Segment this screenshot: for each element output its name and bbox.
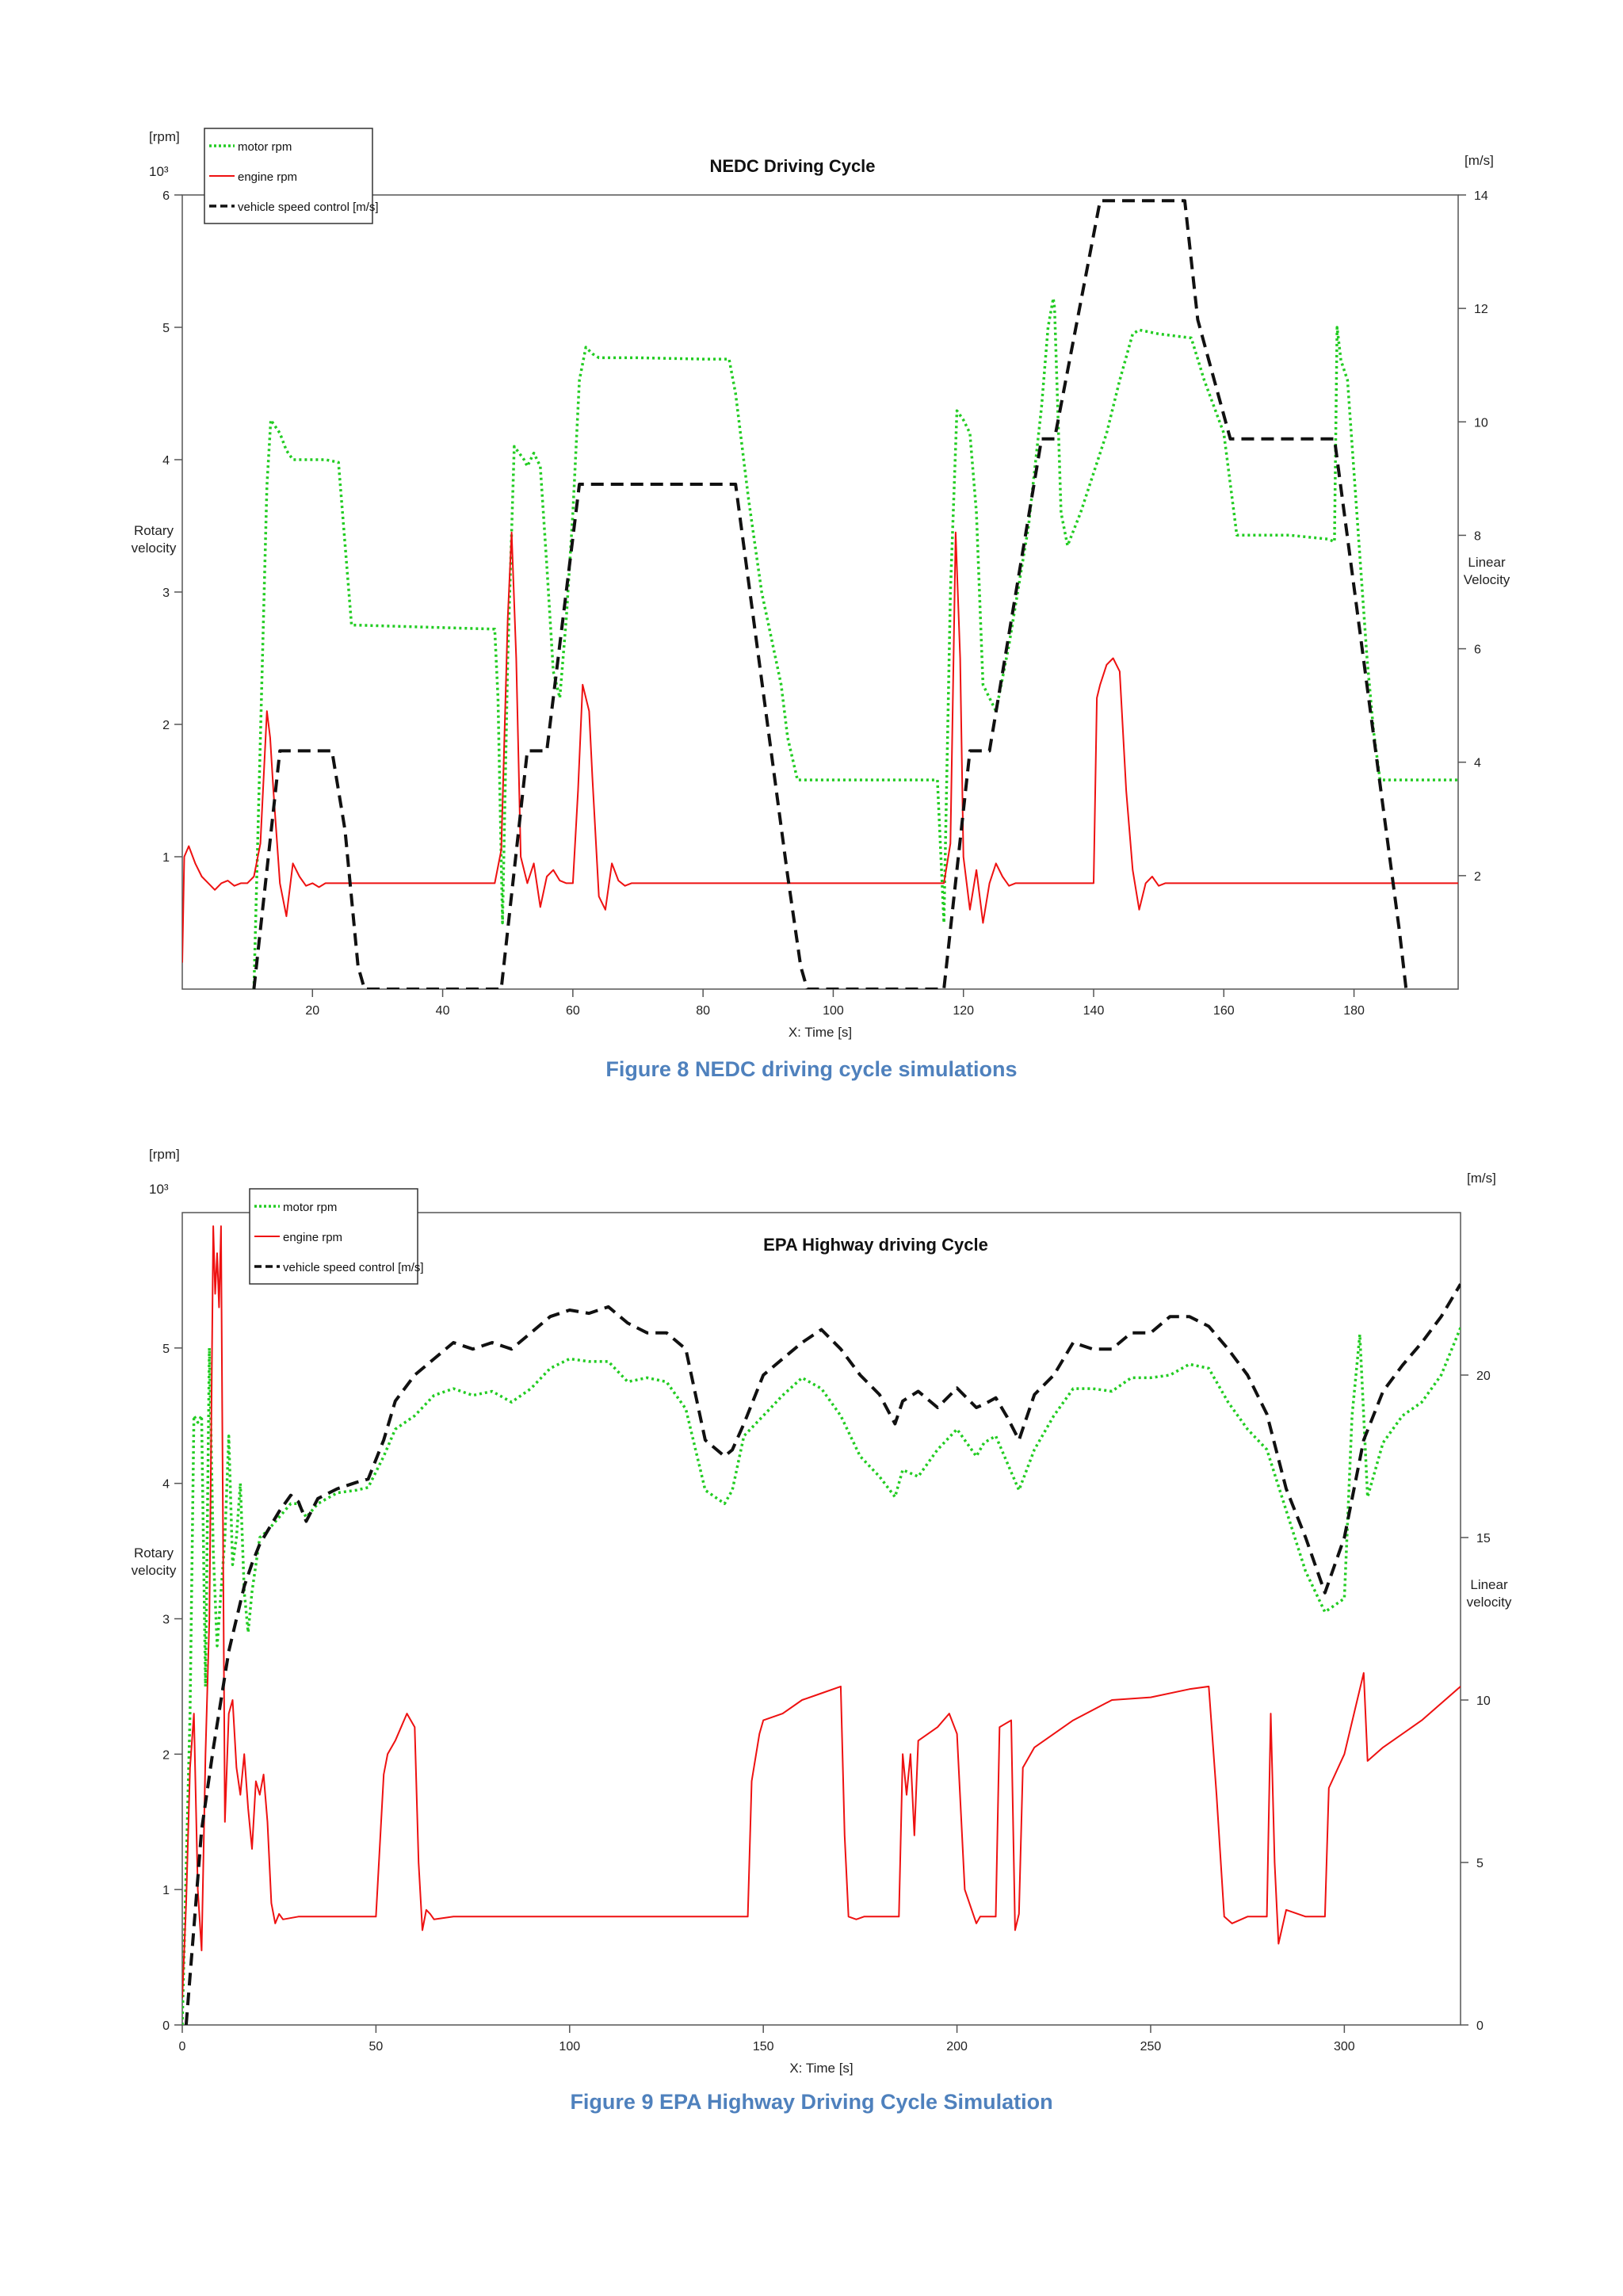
x-axis-title: X: Time [s]	[789, 2061, 853, 2076]
y-left-tick-label: 2	[162, 719, 170, 732]
left-axis-multiplier: 10³	[149, 1182, 169, 1197]
epa-figure: [rpm] 10³ [m/s] Rotary velocity Linear velocit…	[0, 1133, 1623, 2080]
legend-label: vehicle speed control [m/s]	[283, 1261, 424, 1274]
left-axis-unit: [rpm]	[149, 1147, 180, 1162]
plot-area	[181, 194, 1459, 990]
x-tick-label: 160	[1213, 1004, 1235, 1018]
y-left-tick-label: 6	[162, 189, 170, 203]
y-left-tick-label: 2	[162, 1748, 170, 1762]
x-tick-label: 100	[559, 2040, 580, 2053]
figure-9-caption: Figure 9 EPA Highway Driving Cycle Simul…	[570, 2090, 1053, 2114]
series-line-motor	[182, 1327, 1461, 2025]
series-line-motor	[252, 296, 1458, 989]
y-right-tick-label: 2	[1474, 870, 1481, 884]
y-right-tick-label: 12	[1474, 303, 1488, 316]
series-line-engine	[182, 1225, 1461, 1998]
y-left-tick-label: 3	[162, 1614, 170, 1627]
left-axis-title: velocity	[132, 541, 177, 556]
nedc-figure: [rpm] 10³ [m/s] Rotary velocity Linear Velocit…	[0, 119, 1623, 1058]
series-line-vehicle	[252, 199, 1408, 989]
series-line-engine	[182, 531, 1458, 963]
y-left-tick-label: 4	[162, 1478, 170, 1492]
x-tick-label: 0	[179, 2040, 186, 2053]
y-right-tick-label: 4	[1474, 757, 1481, 770]
legend-label: engine rpm	[238, 170, 297, 184]
x-tick-label: 100	[823, 1004, 844, 1018]
y-right-tick-label: 20	[1476, 1370, 1491, 1383]
x-axis-title: X: Time [s]	[789, 1025, 852, 1040]
x-tick-label: 300	[1334, 2040, 1355, 2053]
legend-label: motor rpm	[283, 1201, 337, 1214]
x-tick-label: 80	[696, 1004, 710, 1018]
right-axis-title: Velocity	[1464, 572, 1510, 587]
y-right-tick-label: 6	[1474, 644, 1481, 657]
y-right-tick-label: 10	[1476, 1694, 1491, 1708]
legend-label: vehicle speed control [m/s]	[238, 201, 379, 214]
y-right-tick-label: 8	[1474, 529, 1481, 543]
x-tick-label: 180	[1343, 1004, 1365, 1018]
left-axis-multiplier: 10³	[149, 164, 169, 179]
y-right-tick-label: 5	[1476, 1857, 1484, 1870]
x-tick-label: 50	[369, 2040, 383, 2053]
chart-title: NEDC Driving Cycle	[709, 156, 875, 176]
y-left-tick-label: 5	[162, 322, 170, 335]
y-left-tick-label: 1	[162, 851, 170, 865]
figure-8-caption: Figure 8 NEDC driving cycle simulations	[605, 1057, 1018, 1081]
epa-chart: [rpm] 10³ [m/s] Rotary velocity Linear velocit…	[132, 1147, 1512, 2076]
right-axis-unit: [m/s]	[1465, 153, 1494, 168]
y-left-tick-label: 5	[162, 1343, 170, 1356]
legend-label: motor rpm	[238, 140, 292, 154]
y-right-tick-label: 0	[1476, 2019, 1484, 2033]
y-right-tick-label: 15	[1476, 1532, 1491, 1545]
right-axis-title: Linear	[1468, 555, 1506, 570]
y-left-tick-label: 4	[162, 454, 170, 468]
y-left-tick-label: 3	[162, 586, 170, 600]
x-tick-label: 250	[1140, 2040, 1162, 2053]
legend-label: engine rpm	[283, 1231, 342, 1244]
y-left-tick-label: 1	[162, 1884, 170, 1897]
chart-title: EPA Highway driving Cycle	[763, 1235, 988, 1255]
right-axis-title: velocity	[1467, 1595, 1512, 1610]
y-right-tick-label: 10	[1474, 416, 1488, 430]
y-right-tick-label: 14	[1474, 189, 1488, 203]
x-tick-label: 60	[566, 1004, 580, 1018]
x-tick-label: 40	[436, 1004, 450, 1018]
x-tick-label: 200	[946, 2040, 968, 2053]
right-axis-title: Linear	[1470, 1577, 1508, 1592]
x-tick-label: 140	[1083, 1004, 1105, 1018]
x-tick-label: 20	[305, 1004, 319, 1018]
y-left-tick-label: 0	[162, 2019, 170, 2033]
right-axis-unit: [m/s]	[1467, 1171, 1496, 1186]
plot-area	[181, 1212, 1461, 2026]
series-line-vehicle	[184, 1283, 1461, 2025]
x-tick-label: 120	[953, 1004, 974, 1018]
nedc-chart: [rpm] 10³ [m/s] Rotary velocity Linear Velocit…	[132, 128, 1510, 1040]
x-tick-label: 150	[753, 2040, 774, 2053]
left-axis-title: velocity	[132, 1563, 177, 1578]
left-axis-unit: [rpm]	[149, 129, 180, 144]
left-axis-title: Rotary	[134, 1545, 174, 1561]
left-axis-title: Rotary	[134, 523, 174, 538]
